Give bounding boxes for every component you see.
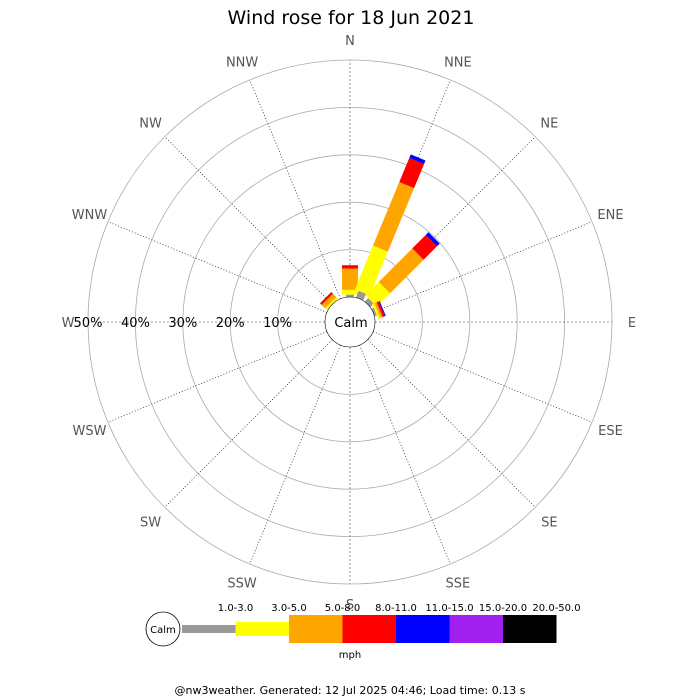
petal-segment-ne-1.0-3.0 bbox=[364, 298, 374, 308]
radial-tick-label: 40% bbox=[121, 316, 150, 331]
legend-calm-label: Calm bbox=[150, 625, 176, 636]
petal-segment-ene-5.0-8.0 bbox=[374, 302, 383, 318]
grid-spoke bbox=[164, 339, 333, 508]
grid-spoke bbox=[359, 344, 451, 565]
legend-bin-label: 5.0-8.0 bbox=[325, 603, 360, 614]
grid-ring bbox=[229, 201, 471, 443]
petal-segment-ene-3.0-5.0 bbox=[372, 303, 381, 319]
direction-label-se: SE bbox=[541, 515, 557, 530]
direction-label-wnw: WNW bbox=[72, 208, 108, 223]
wind-petals bbox=[320, 154, 440, 319]
legend-bin-label: 15.0-20.0 bbox=[479, 603, 527, 614]
legend-swatch-15.0-20.0 bbox=[449, 615, 503, 643]
grid-spoke bbox=[372, 331, 593, 423]
footer-text: @nw3weather. Generated: 12 Jul 2025 04:4… bbox=[175, 684, 526, 697]
petal-segment-n-5.0-8.0 bbox=[342, 268, 358, 290]
legend-bin-label: 8.0-11.0 bbox=[375, 603, 417, 614]
petal-segment-nne-1.0-3.0 bbox=[355, 290, 366, 301]
direction-label-wsw: WSW bbox=[73, 424, 107, 439]
petal-segment-nne-5.0-8.0 bbox=[373, 182, 415, 252]
calm-ring bbox=[324, 296, 376, 348]
direction-label-s: S bbox=[346, 598, 354, 613]
direction-label-w: W bbox=[62, 316, 75, 331]
petal-segment-ne-8.0-11.0 bbox=[412, 235, 437, 260]
petal-segment-ne-3.0-5.0 bbox=[365, 281, 391, 307]
direction-label-e: E bbox=[628, 316, 636, 331]
grid-spoke bbox=[107, 221, 328, 313]
petal-segment-ene-1.0-3.0 bbox=[371, 307, 377, 317]
petal-segment-ne-5.0-8.0 bbox=[378, 248, 424, 294]
petal-segment-nw-8.0-11.0 bbox=[320, 292, 333, 305]
calm-label: Calm bbox=[334, 316, 367, 331]
legend-swatch-11.0-15.0 bbox=[396, 615, 450, 643]
radial-tick-labels: 10% 20% 30% 40% 50% bbox=[74, 316, 293, 331]
petal-segment-n-3.0-5.0 bbox=[342, 289, 358, 295]
legend-swatch-5.0-8.0 bbox=[289, 615, 343, 643]
legend-bin-label: 1.0-3.0 bbox=[218, 603, 253, 614]
legend-swatch-20.0-50.0 bbox=[503, 615, 557, 643]
direction-label-nne: NNE bbox=[444, 56, 472, 71]
direction-label-sw: SW bbox=[140, 515, 161, 530]
polar-grid bbox=[87, 59, 613, 585]
petal-segment-ene-11.0-15.0 bbox=[378, 301, 386, 317]
direction-label-ne: NE bbox=[540, 117, 558, 132]
grid-ring bbox=[182, 154, 518, 490]
direction-label-nw: NW bbox=[139, 117, 162, 132]
petal-segment-n-1.0-3.0 bbox=[346, 294, 354, 297]
radial-tick-label: 50% bbox=[74, 316, 103, 331]
radial-tick-label: 30% bbox=[168, 316, 197, 331]
petal-segment-nne-8.0-11.0 bbox=[399, 157, 425, 189]
direction-label-ene: ENE bbox=[597, 208, 623, 223]
petal-segment-ne-11.0-15.0 bbox=[425, 232, 440, 247]
grid-spoke bbox=[164, 136, 333, 305]
legend-bin-label: 3.0-5.0 bbox=[271, 603, 306, 614]
grid-spoke bbox=[367, 339, 536, 508]
petal-segment-ene-8.0-11.0 bbox=[376, 301, 385, 318]
direction-label-nnw: NNW bbox=[226, 56, 258, 71]
petal-segment-nw-3.0-5.0 bbox=[325, 297, 338, 310]
legend-swatch-3.0-5.0 bbox=[235, 622, 289, 636]
direction-label-n: N bbox=[345, 34, 355, 49]
radial-tick-label: 10% bbox=[263, 316, 292, 331]
legend-bin-label: 11.0-15.0 bbox=[425, 603, 473, 614]
direction-labels: N NNE NE ENE E ESE SE SSE S SSW SW WSW W WNW NW NNW bbox=[62, 34, 637, 613]
legend-swatch-8.0-11.0 bbox=[342, 615, 396, 643]
legend-calm-circle bbox=[145, 611, 181, 647]
calm-circle: Calm bbox=[324, 296, 376, 348]
legend-unit-label: mph bbox=[339, 650, 361, 661]
grid-spoke bbox=[249, 344, 341, 565]
petal-segment-nw-5.0-8.0 bbox=[321, 293, 337, 309]
grid-spoke bbox=[372, 221, 593, 313]
speed-legend: Calm 1.0-3.0 3.0-5.0 5.0-8.0 8.0-11.0 11.0-15… bbox=[145, 603, 581, 661]
legend-bin-label: 20.0-50.0 bbox=[532, 603, 580, 614]
direction-label-sse: SSE bbox=[446, 577, 471, 592]
legend-swatch-1.0-3.0 bbox=[182, 625, 236, 633]
grid-spoke bbox=[249, 79, 341, 300]
grid-ring bbox=[277, 249, 423, 395]
radial-tick-label: 20% bbox=[216, 316, 245, 331]
chart-title: Wind rose for 18 Jun 2021 bbox=[228, 7, 475, 29]
grid-spoke bbox=[107, 331, 328, 423]
petal-segment-nne-3.0-5.0 bbox=[354, 245, 388, 296]
petal-segment-nne-11.0-15.0 bbox=[409, 154, 426, 164]
petal-segment-n-8.0-11.0 bbox=[342, 265, 358, 269]
direction-label-ssw: SSW bbox=[227, 577, 257, 592]
direction-label-ese: ESE bbox=[598, 424, 623, 439]
